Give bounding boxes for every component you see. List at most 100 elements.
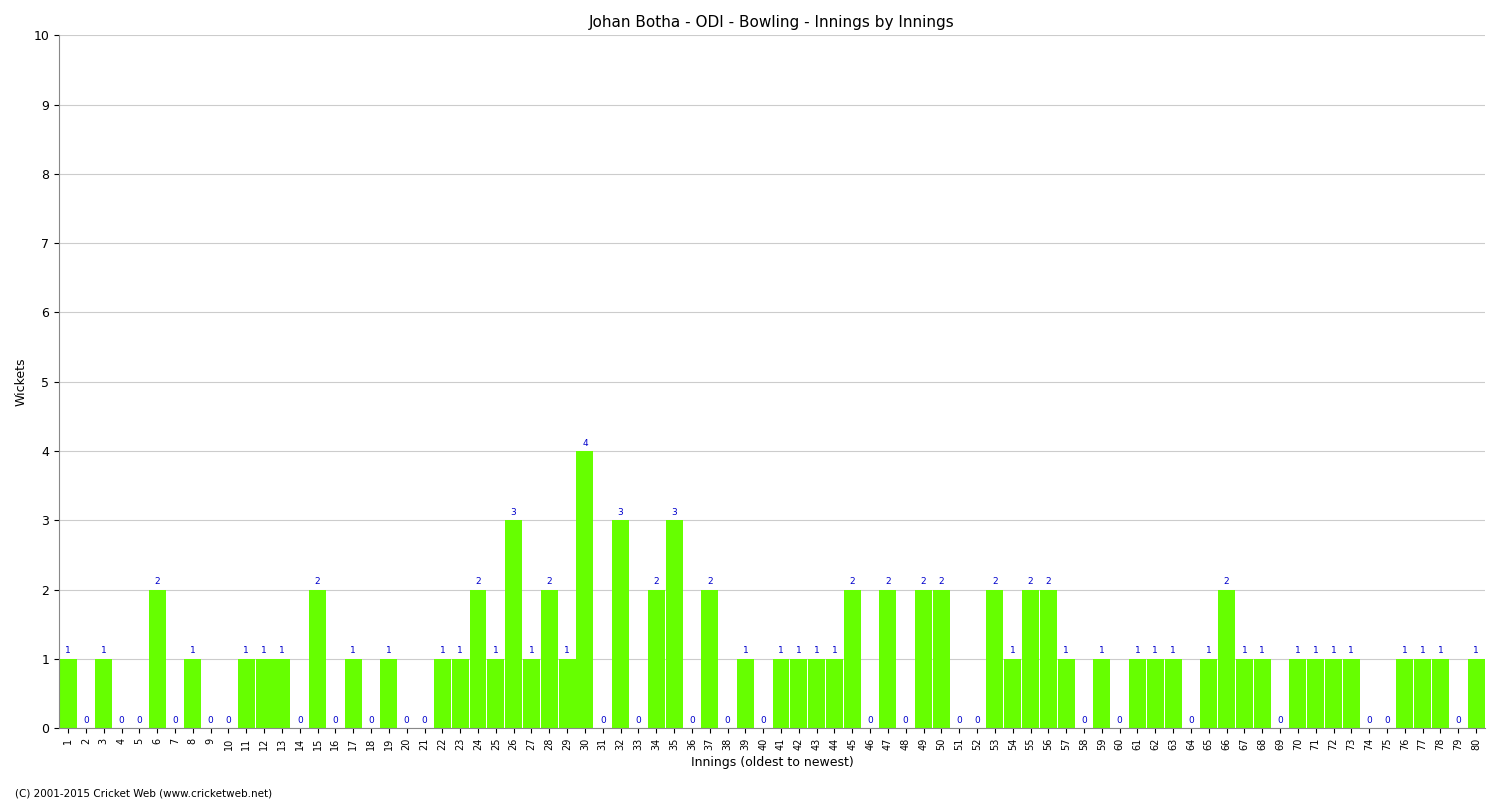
- Bar: [648, 590, 664, 728]
- Bar: [94, 659, 112, 728]
- Text: 1: 1: [1294, 646, 1300, 655]
- Text: 2: 2: [706, 577, 712, 586]
- Text: 0: 0: [136, 716, 142, 725]
- Text: 0: 0: [957, 716, 962, 725]
- Bar: [790, 659, 807, 728]
- Text: 0: 0: [404, 716, 410, 725]
- Text: 1: 1: [528, 646, 534, 655]
- Bar: [255, 659, 273, 728]
- Text: 2: 2: [1224, 577, 1230, 586]
- Text: 1: 1: [261, 646, 267, 655]
- Bar: [1094, 659, 1110, 728]
- Text: 0: 0: [974, 716, 980, 725]
- Text: 1: 1: [1100, 646, 1104, 655]
- Text: 1: 1: [1064, 646, 1070, 655]
- Text: 1: 1: [351, 646, 355, 655]
- Text: 0: 0: [118, 716, 124, 725]
- Text: 0: 0: [1188, 716, 1194, 725]
- Bar: [1254, 659, 1270, 728]
- Text: 2: 2: [885, 577, 891, 586]
- Bar: [1236, 659, 1252, 728]
- Bar: [433, 659, 451, 728]
- Text: 0: 0: [368, 716, 374, 725]
- Bar: [1414, 659, 1431, 728]
- Text: 1: 1: [440, 646, 446, 655]
- Bar: [1058, 659, 1074, 728]
- Bar: [558, 659, 576, 728]
- Text: 2: 2: [849, 577, 855, 586]
- Text: 1: 1: [1330, 646, 1336, 655]
- Text: 0: 0: [82, 716, 88, 725]
- Text: 1: 1: [100, 646, 106, 655]
- Bar: [808, 659, 825, 728]
- Text: 1: 1: [279, 646, 285, 655]
- X-axis label: Innings (oldest to newest): Innings (oldest to newest): [690, 756, 853, 769]
- Text: 1: 1: [831, 646, 837, 655]
- Bar: [148, 590, 165, 728]
- Bar: [542, 590, 558, 728]
- Text: 2: 2: [1046, 577, 1052, 586]
- Text: 2: 2: [546, 577, 552, 586]
- Text: 1: 1: [742, 646, 748, 655]
- Bar: [1200, 659, 1216, 728]
- Bar: [506, 520, 522, 728]
- Bar: [1432, 659, 1449, 728]
- Text: 1: 1: [1419, 646, 1425, 655]
- Text: 0: 0: [1082, 716, 1088, 725]
- Text: 0: 0: [1366, 716, 1372, 725]
- Bar: [1467, 659, 1485, 728]
- Text: 3: 3: [670, 508, 676, 517]
- Text: 0: 0: [867, 716, 873, 725]
- Bar: [238, 659, 255, 728]
- Bar: [1342, 659, 1360, 728]
- Bar: [1290, 659, 1306, 728]
- Text: 0: 0: [297, 716, 303, 725]
- Text: 0: 0: [1118, 716, 1122, 725]
- Text: 0: 0: [1455, 716, 1461, 725]
- Text: 0: 0: [724, 716, 730, 725]
- Text: 1: 1: [1260, 646, 1264, 655]
- Bar: [736, 659, 754, 728]
- Bar: [345, 659, 362, 728]
- Text: 0: 0: [172, 716, 178, 725]
- Bar: [273, 659, 291, 728]
- Text: 0: 0: [688, 716, 694, 725]
- Bar: [381, 659, 398, 728]
- Bar: [827, 659, 843, 728]
- Text: 0: 0: [1384, 716, 1390, 725]
- Bar: [879, 590, 897, 728]
- Text: 0: 0: [903, 716, 909, 725]
- Text: 1: 1: [1348, 646, 1354, 655]
- Text: 0: 0: [422, 716, 428, 725]
- Text: 0: 0: [760, 716, 766, 725]
- Text: 0: 0: [225, 716, 231, 725]
- Bar: [524, 659, 540, 728]
- Text: 2: 2: [476, 577, 482, 586]
- Text: 1: 1: [815, 646, 819, 655]
- Bar: [1004, 659, 1022, 728]
- Text: 4: 4: [582, 438, 588, 448]
- Text: 0: 0: [1276, 716, 1282, 725]
- Text: 0: 0: [600, 716, 606, 725]
- Text: 1: 1: [1437, 646, 1443, 655]
- Bar: [1396, 659, 1413, 728]
- Bar: [1130, 659, 1146, 728]
- Text: 1: 1: [64, 646, 70, 655]
- Text: 3: 3: [512, 508, 516, 517]
- Text: 2: 2: [654, 577, 658, 586]
- Bar: [1148, 659, 1164, 728]
- Text: 1: 1: [796, 646, 801, 655]
- Bar: [1022, 590, 1040, 728]
- Bar: [915, 590, 932, 728]
- Bar: [470, 590, 486, 728]
- Bar: [1164, 659, 1182, 728]
- Bar: [700, 590, 718, 728]
- Bar: [612, 520, 628, 728]
- Bar: [309, 590, 326, 728]
- Text: 2: 2: [992, 577, 998, 586]
- Text: 2: 2: [939, 577, 944, 586]
- Text: 1: 1: [1312, 646, 1318, 655]
- Text: 2: 2: [921, 577, 927, 586]
- Text: 1: 1: [1402, 646, 1407, 655]
- Bar: [576, 451, 594, 728]
